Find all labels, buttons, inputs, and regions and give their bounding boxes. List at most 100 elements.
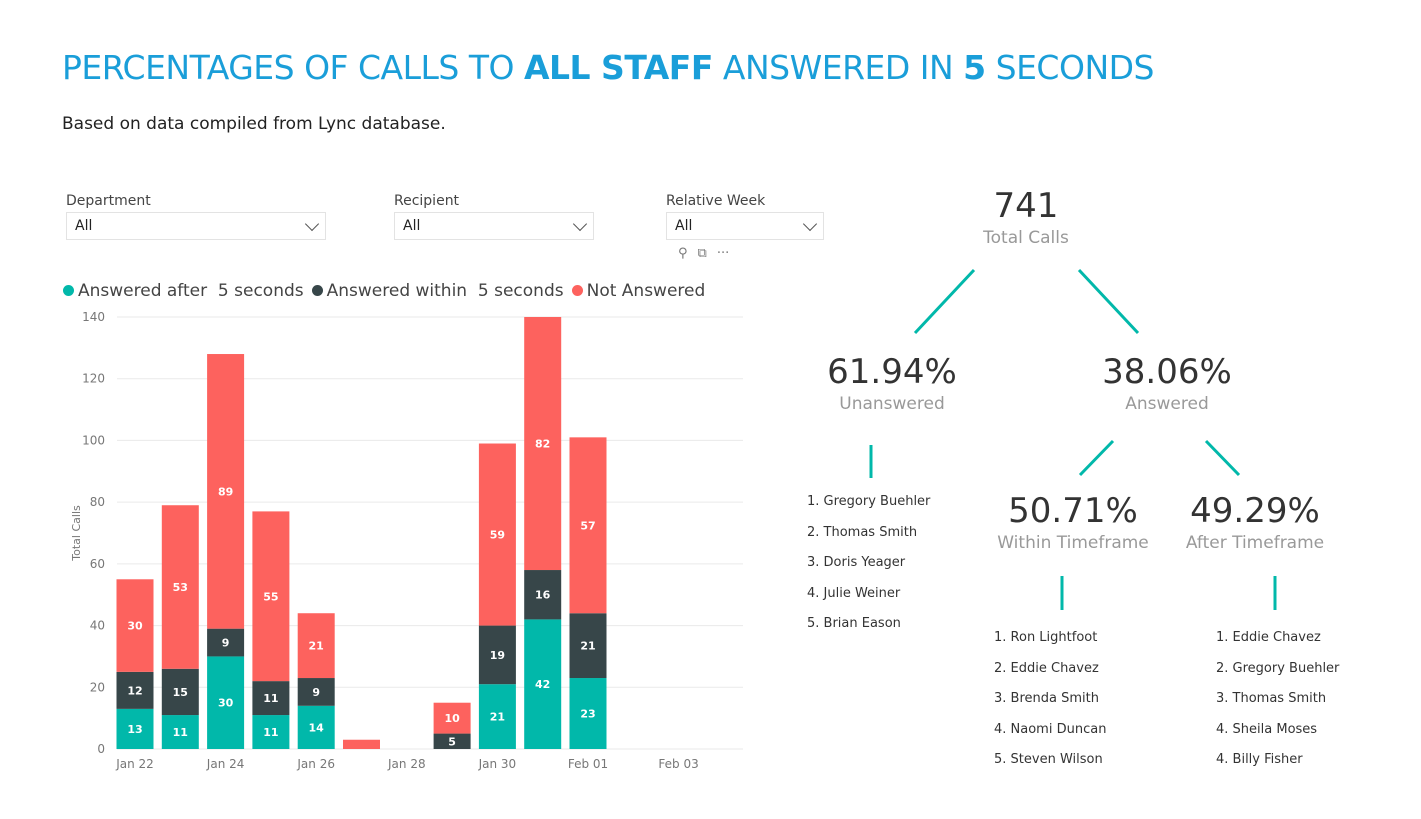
page-title: PERCENTAGES OF CALLS TO ALL STAFF ANSWER… [62,48,1155,87]
kpi-label: Total Calls [983,228,1069,248]
title-text: PERCENTAGES OF CALLS TO [62,48,524,87]
y-tick-label: 20 [90,680,105,694]
y-tick-label: 40 [90,619,105,633]
data-label: 53 [173,581,188,594]
list-item: 5. Brian Eason [807,616,901,631]
list-item: 1. Gregory Buehler [807,494,931,509]
relative-week-dropdown[interactable]: All [666,212,824,240]
more-options-icon[interactable]: ··· [716,246,730,261]
title-emphasis: ALL STAFF [523,48,713,87]
list-item: 1. Eddie Chavez [1216,630,1321,645]
data-label: 14 [309,721,325,734]
title-text: SECONDS [985,48,1155,87]
bar-segment [207,656,245,749]
kpi-label: Answered [1125,394,1209,414]
bar-segment [297,613,335,679]
x-tick-label: Feb 03 [658,757,698,771]
bar-segment [116,579,154,672]
list-item: 4. Sheila Moses [1216,721,1318,737]
bar-segment [161,668,199,716]
list-item: 2. Eddie Chavez [994,660,1099,676]
data-label: 11 [173,726,188,739]
slicer-label: Department [66,193,151,209]
data-label: 21 [580,640,595,653]
data-label: 55 [263,590,278,603]
department-dropdown[interactable]: All [66,212,326,240]
bar-segment [252,715,290,749]
list-item: 1. Ron Lightfoot [994,630,1098,645]
recipient-slicer: Recipient All [394,193,594,240]
list-item: 4. Julie Weiner [807,585,901,601]
legend-dot [63,285,74,296]
bar-segment [161,715,199,749]
title-emphasis: 5 [963,48,986,87]
list-item: 5. Steven Wilson [994,752,1103,767]
slicer-label: Recipient [394,193,460,209]
data-label: 89 [218,485,233,498]
kpi-label: After Timeframe [1185,533,1325,553]
bar-segment [478,625,516,685]
x-tick-label: Jan 28 [387,757,426,771]
department-slicer: Department All [66,193,326,240]
pin-icon[interactable]: ⚲ [678,246,688,261]
bar-segment [207,354,245,629]
legend-item-within[interactable]: Answered within 5 seconds [311,281,564,301]
recipient-dropdown[interactable]: All [394,212,594,240]
data-label: 9 [312,686,320,699]
y-tick-label: 0 [97,742,105,756]
y-tick-label: 140 [82,310,105,324]
bar-segment [524,317,562,571]
legend-item-not-answered[interactable]: Not Answered [571,281,706,301]
legend-item-after[interactable]: Answered after 5 seconds [63,281,304,301]
legend-dot [571,285,583,296]
legend-label: Not Answered [586,281,706,301]
dropdown-value: All [403,218,421,234]
y-tick-label: 80 [90,495,105,509]
list-item: 3. Doris Yeager [807,555,906,570]
y-tick-label: 120 [82,372,105,386]
dropdown-value: All [675,218,693,234]
title-text: ANSWERED IN [712,48,964,87]
data-label: 15 [173,686,188,699]
kpi-value: 49.29% [1190,491,1320,531]
within-timeframe-card: 50.71% Within Timeframe [997,491,1149,553]
connector-line [1204,439,1241,477]
data-label: 13 [127,723,142,736]
y-tick-label: 100 [82,433,105,447]
data-label: 59 [490,529,505,542]
x-tick-label: Jan 24 [206,757,245,771]
list-item: 3. Brenda Smith [994,691,1099,706]
focus-mode-icon[interactable]: ⧉ [697,246,707,261]
slicer-label: Relative Week [666,193,766,209]
unanswered-card: 61.94% Unanswered [827,352,957,414]
x-tick-label: Jan 26 [296,757,335,771]
bar-segment [569,437,607,614]
dropdown-value: All [75,218,93,234]
data-label: 16 [535,589,551,602]
bar-segment [297,678,335,706]
list-item: 2. Thomas Smith [807,524,918,540]
data-label: 21 [490,711,505,724]
y-axis-title: Total Calls [70,505,83,562]
answered-card: 38.06% Answered [1102,352,1232,414]
bar-segment [478,684,516,749]
bar-segment [252,511,290,682]
data-label: 9 [222,637,230,650]
x-tick-label: Jan 22 [115,757,154,771]
legend-label: Answered within 5 seconds [326,281,564,301]
subtitle: Based on data compiled from Lync databas… [62,114,446,134]
bar-segment [569,678,607,749]
data-label: 10 [444,712,460,725]
kpi-value: 61.94% [827,352,957,392]
bar-segment [116,671,154,709]
kpi-label: Unanswered [839,394,945,414]
kpi-label: Within Timeframe [997,533,1149,553]
data-label: 12 [127,684,142,697]
unanswered-top-list: 1. Gregory Buehler 2. Thomas Smith 3. Dori… [807,494,930,647]
after-timeframe-card: 49.29% After Timeframe [1186,491,1324,553]
data-label: 11 [263,726,278,739]
legend-dot [311,285,323,296]
bar-segment [343,739,380,749]
bar-segment [478,443,516,626]
